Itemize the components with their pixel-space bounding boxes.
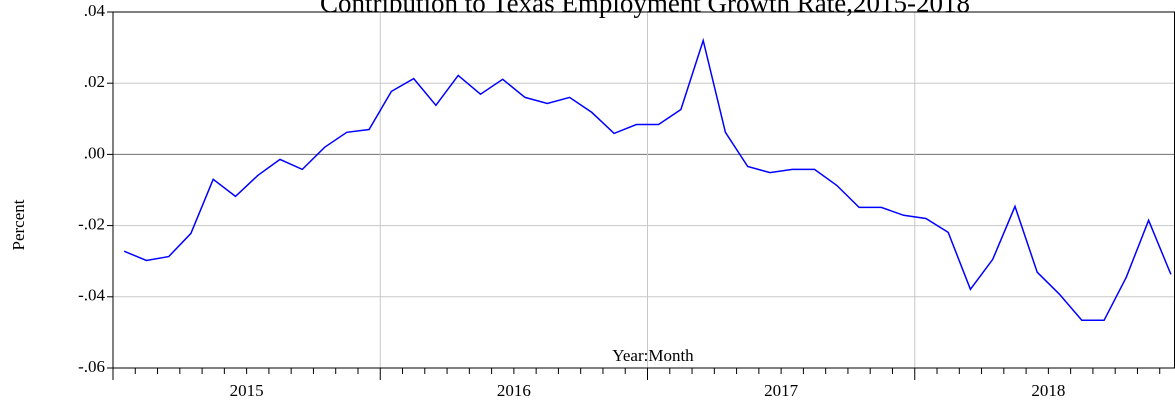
x-axis-label: Year:Month — [612, 346, 694, 365]
y-tick-label: -.02 — [78, 215, 105, 234]
y-tick-label: -.06 — [78, 357, 105, 376]
x-tick-label: 2016 — [497, 381, 531, 400]
data-line — [123, 37, 1172, 322]
chart-title: Contribution to Texas Employment Growth … — [320, 0, 970, 18]
y-tick-label: .00 — [84, 143, 105, 162]
y-tick-label: .04 — [84, 1, 106, 20]
x-tick-label: 2015 — [230, 381, 264, 400]
x-tick-label: 2018 — [1031, 381, 1065, 400]
y-tick-label: -.04 — [78, 286, 105, 305]
y-axis-label: Percent — [9, 199, 28, 250]
x-tick-label: 2017 — [764, 381, 799, 400]
y-tick-label: .02 — [84, 72, 105, 91]
